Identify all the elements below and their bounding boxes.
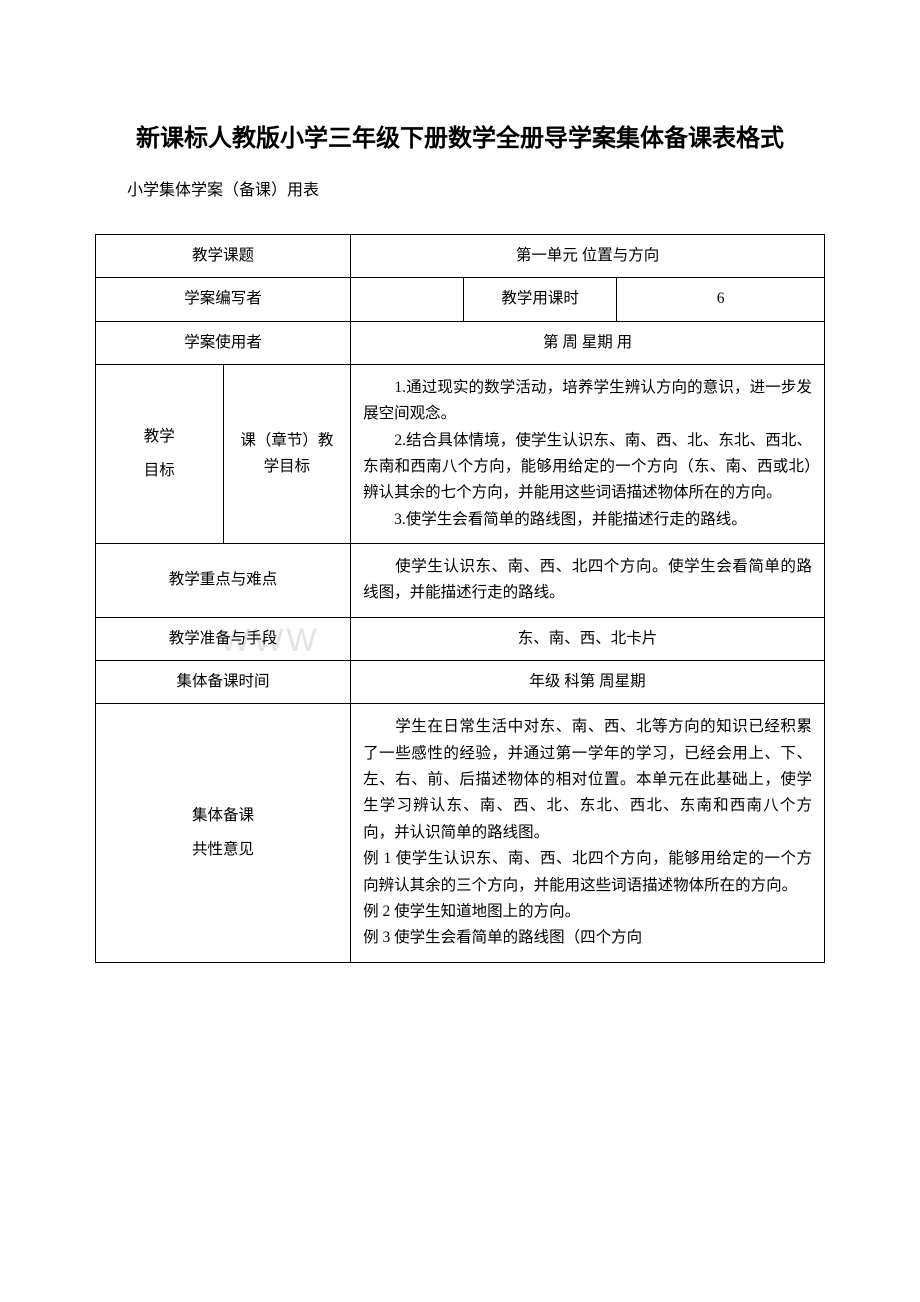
cell-value: 6 bbox=[617, 278, 825, 321]
cell-content: 1.通过现实的数学活动，培养学生辨认方向的意识，进一步发展空间观念。 2.结合具… bbox=[351, 365, 825, 544]
cell-content: 使学生认识东、南、西、北四个方向。使学生会看简单的路线图，并能描述行走的路线。 bbox=[351, 544, 825, 618]
cell-label: 教学 目标 bbox=[96, 365, 224, 544]
table-row: 教学课题 第一单元 位置与方向 bbox=[96, 234, 825, 277]
cell-label: 集体备课 共性意见 bbox=[96, 704, 351, 962]
cell-label: 教学课题 bbox=[96, 234, 351, 277]
cell-label: 集体备课时间 bbox=[96, 661, 351, 704]
table-row: 学案编写者 教学用课时 6 bbox=[96, 278, 825, 321]
label-line2: 目标 bbox=[106, 454, 213, 488]
cell-label: 教学重点与难点 bbox=[96, 544, 351, 618]
cell-label: 学案编写者 bbox=[96, 278, 351, 321]
label-line2: 共性意见 bbox=[106, 833, 340, 867]
table-row: 教学重点与难点 使学生认识东、南、西、北四个方向。使学生会看简单的路线图，并能描… bbox=[96, 544, 825, 618]
lesson-plan-table: 教学课题 第一单元 位置与方向 学案编写者 教学用课时 6 学案使用者 第 周 … bbox=[95, 234, 825, 963]
document-subtitle: 小学集体学案（备课）用表 bbox=[95, 178, 825, 204]
cell-value: 第 周 星期 用 bbox=[351, 321, 825, 364]
cell-value: 东、南、西、北卡片 bbox=[351, 617, 825, 660]
label-line1: 教学 bbox=[106, 420, 213, 454]
cell-value: 第一单元 位置与方向 bbox=[351, 234, 825, 277]
cell-label: 学案使用者 bbox=[96, 321, 351, 364]
cell-label: 教学准备与手段 bbox=[96, 617, 351, 660]
table-row: 教学 目标 课（章节）教学目标 1.通过现实的数学活动，培养学生辨认方向的意识，… bbox=[96, 365, 825, 544]
table-row: 学案使用者 第 周 星期 用 bbox=[96, 321, 825, 364]
cell-mid-label: 课（章节）教学目标 bbox=[223, 365, 351, 544]
table-row: 教学准备与手段 东、南、西、北卡片 bbox=[96, 617, 825, 660]
table-row: 集体备课 共性意见 学生在日常生活中对东、南、西、北等方向的知识已经积累了一些感… bbox=[96, 704, 825, 962]
cell-value: 年级 科第 周星期 bbox=[351, 661, 825, 704]
cell-mid-label: 教学用课时 bbox=[464, 278, 617, 321]
table-row: 集体备课时间 年级 科第 周星期 bbox=[96, 661, 825, 704]
cell-content: 学生在日常生活中对东、南、西、北等方向的知识已经积累了一些感性的经验，并通过第一… bbox=[351, 704, 825, 962]
label-line1: 集体备课 bbox=[106, 799, 340, 833]
cell-empty bbox=[351, 278, 464, 321]
document-title: 新课标人教版小学三年级下册数学全册导学案集体备课表格式 bbox=[95, 120, 825, 158]
